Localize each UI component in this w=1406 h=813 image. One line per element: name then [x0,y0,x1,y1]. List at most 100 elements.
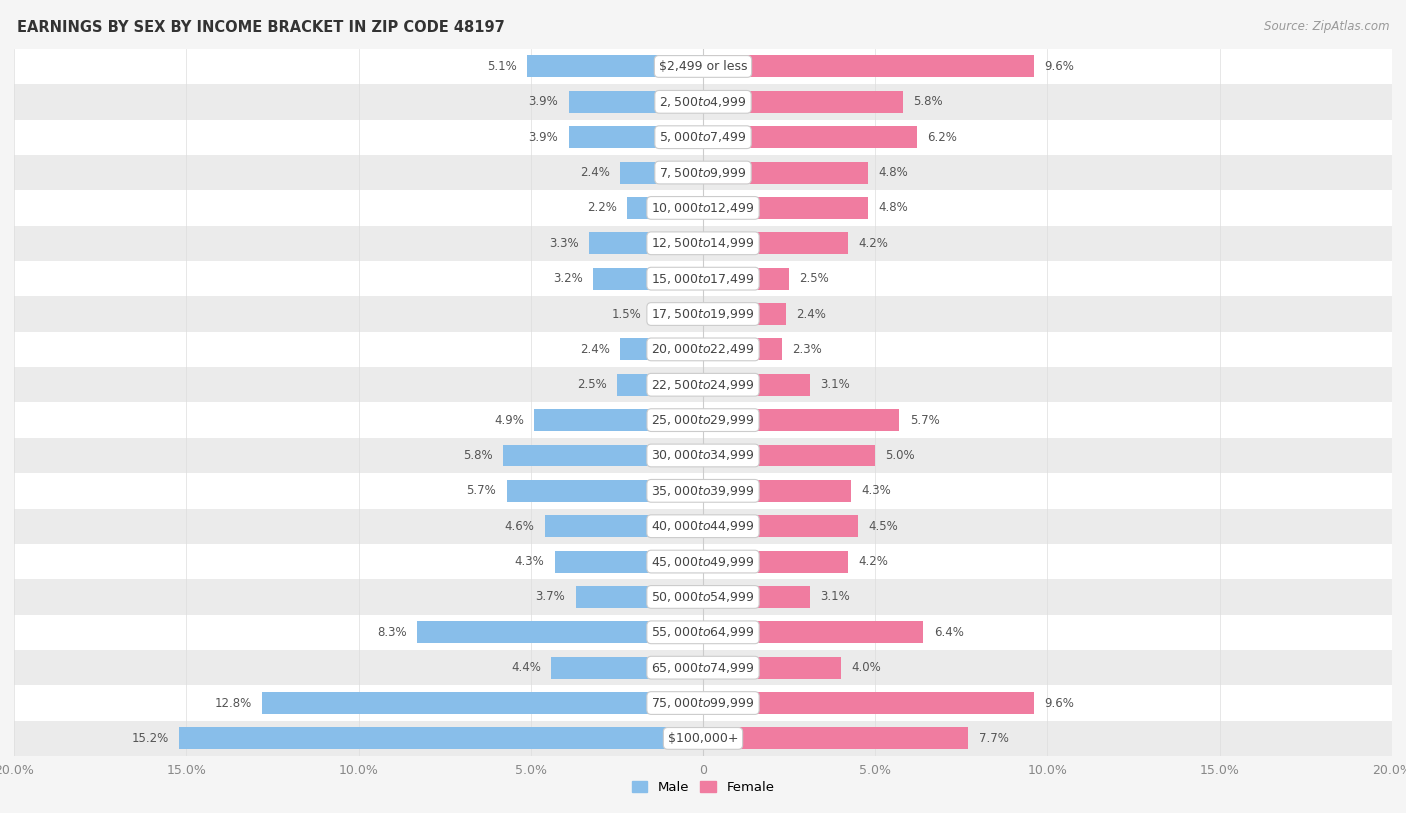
Text: 4.2%: 4.2% [858,555,887,568]
Text: $22,500 to $24,999: $22,500 to $24,999 [651,378,755,392]
Bar [703,126,917,148]
Bar [568,91,703,113]
Bar [703,374,810,396]
Text: 4.5%: 4.5% [869,520,898,533]
Text: 4.0%: 4.0% [851,661,882,674]
Bar [703,692,1033,714]
Bar [620,162,703,184]
Bar [568,126,703,148]
Text: $17,500 to $19,999: $17,500 to $19,999 [651,307,755,321]
Bar [703,621,924,643]
Bar [703,550,848,572]
Bar [703,657,841,679]
Text: $50,000 to $54,999: $50,000 to $54,999 [651,590,755,604]
Text: 3.2%: 3.2% [553,272,582,285]
Bar [703,55,1033,77]
Bar [14,509,1392,544]
Text: 4.3%: 4.3% [515,555,544,568]
Text: 3.3%: 3.3% [550,237,579,250]
Text: $2,499 or less: $2,499 or less [659,60,747,73]
Bar [14,685,1392,720]
Bar [503,445,703,467]
Text: 5.7%: 5.7% [910,414,939,427]
Text: 6.2%: 6.2% [927,131,956,144]
Bar [14,367,1392,402]
Text: 9.6%: 9.6% [1045,60,1074,73]
Text: 3.9%: 3.9% [529,131,558,144]
Bar [575,586,703,608]
Text: 2.3%: 2.3% [793,343,823,356]
Text: 2.4%: 2.4% [581,166,610,179]
Bar [617,374,703,396]
Legend: Male, Female: Male, Female [626,776,780,799]
Text: $35,000 to $39,999: $35,000 to $39,999 [651,484,755,498]
Text: 4.4%: 4.4% [512,661,541,674]
Text: 2.5%: 2.5% [800,272,830,285]
Bar [180,728,703,750]
Bar [14,720,1392,756]
Text: 2.4%: 2.4% [581,343,610,356]
Bar [14,544,1392,579]
Bar [703,480,851,502]
Bar [627,197,703,219]
Text: 4.2%: 4.2% [858,237,887,250]
Bar [14,473,1392,509]
Bar [544,515,703,537]
Text: $12,500 to $14,999: $12,500 to $14,999 [651,237,755,250]
Text: Source: ZipAtlas.com: Source: ZipAtlas.com [1264,20,1389,33]
Text: $25,000 to $29,999: $25,000 to $29,999 [651,413,755,427]
Bar [418,621,703,643]
Bar [14,155,1392,190]
Text: $10,000 to $12,499: $10,000 to $12,499 [651,201,755,215]
Text: 3.7%: 3.7% [536,590,565,603]
Text: 1.5%: 1.5% [612,307,641,320]
Bar [703,303,786,325]
Bar [703,267,789,289]
Bar [14,226,1392,261]
Bar [620,338,703,360]
Bar [14,190,1392,226]
Bar [14,615,1392,650]
Text: 7.7%: 7.7% [979,732,1008,745]
Bar [506,480,703,502]
Text: $65,000 to $74,999: $65,000 to $74,999 [651,661,755,675]
Text: $5,000 to $7,499: $5,000 to $7,499 [659,130,747,144]
Bar [703,91,903,113]
Bar [703,515,858,537]
Text: 4.3%: 4.3% [862,485,891,498]
Text: 8.3%: 8.3% [377,626,406,639]
Text: 5.8%: 5.8% [912,95,943,108]
Text: $100,000+: $100,000+ [668,732,738,745]
Bar [703,586,810,608]
Text: $55,000 to $64,999: $55,000 to $64,999 [651,625,755,639]
Bar [589,233,703,254]
Text: 4.9%: 4.9% [494,414,524,427]
Bar [703,409,900,431]
Text: $30,000 to $34,999: $30,000 to $34,999 [651,449,755,463]
Text: 3.1%: 3.1% [820,378,849,391]
Bar [262,692,703,714]
Text: 3.9%: 3.9% [529,95,558,108]
Bar [14,650,1392,685]
Text: 15.2%: 15.2% [132,732,169,745]
Text: $20,000 to $22,499: $20,000 to $22,499 [651,342,755,356]
Bar [527,55,703,77]
Bar [14,402,1392,437]
Text: 2.5%: 2.5% [576,378,606,391]
Text: 9.6%: 9.6% [1045,697,1074,710]
Text: 12.8%: 12.8% [215,697,252,710]
Text: EARNINGS BY SEX BY INCOME BRACKET IN ZIP CODE 48197: EARNINGS BY SEX BY INCOME BRACKET IN ZIP… [17,20,505,35]
Bar [14,261,1392,297]
Bar [593,267,703,289]
Text: 4.6%: 4.6% [505,520,534,533]
Bar [14,579,1392,615]
Bar [14,85,1392,120]
Bar [703,728,969,750]
Bar [14,49,1392,85]
Text: $45,000 to $49,999: $45,000 to $49,999 [651,554,755,568]
Text: 5.1%: 5.1% [488,60,517,73]
Text: $40,000 to $44,999: $40,000 to $44,999 [651,520,755,533]
Bar [703,445,875,467]
Text: 5.0%: 5.0% [886,449,915,462]
Text: $75,000 to $99,999: $75,000 to $99,999 [651,696,755,710]
